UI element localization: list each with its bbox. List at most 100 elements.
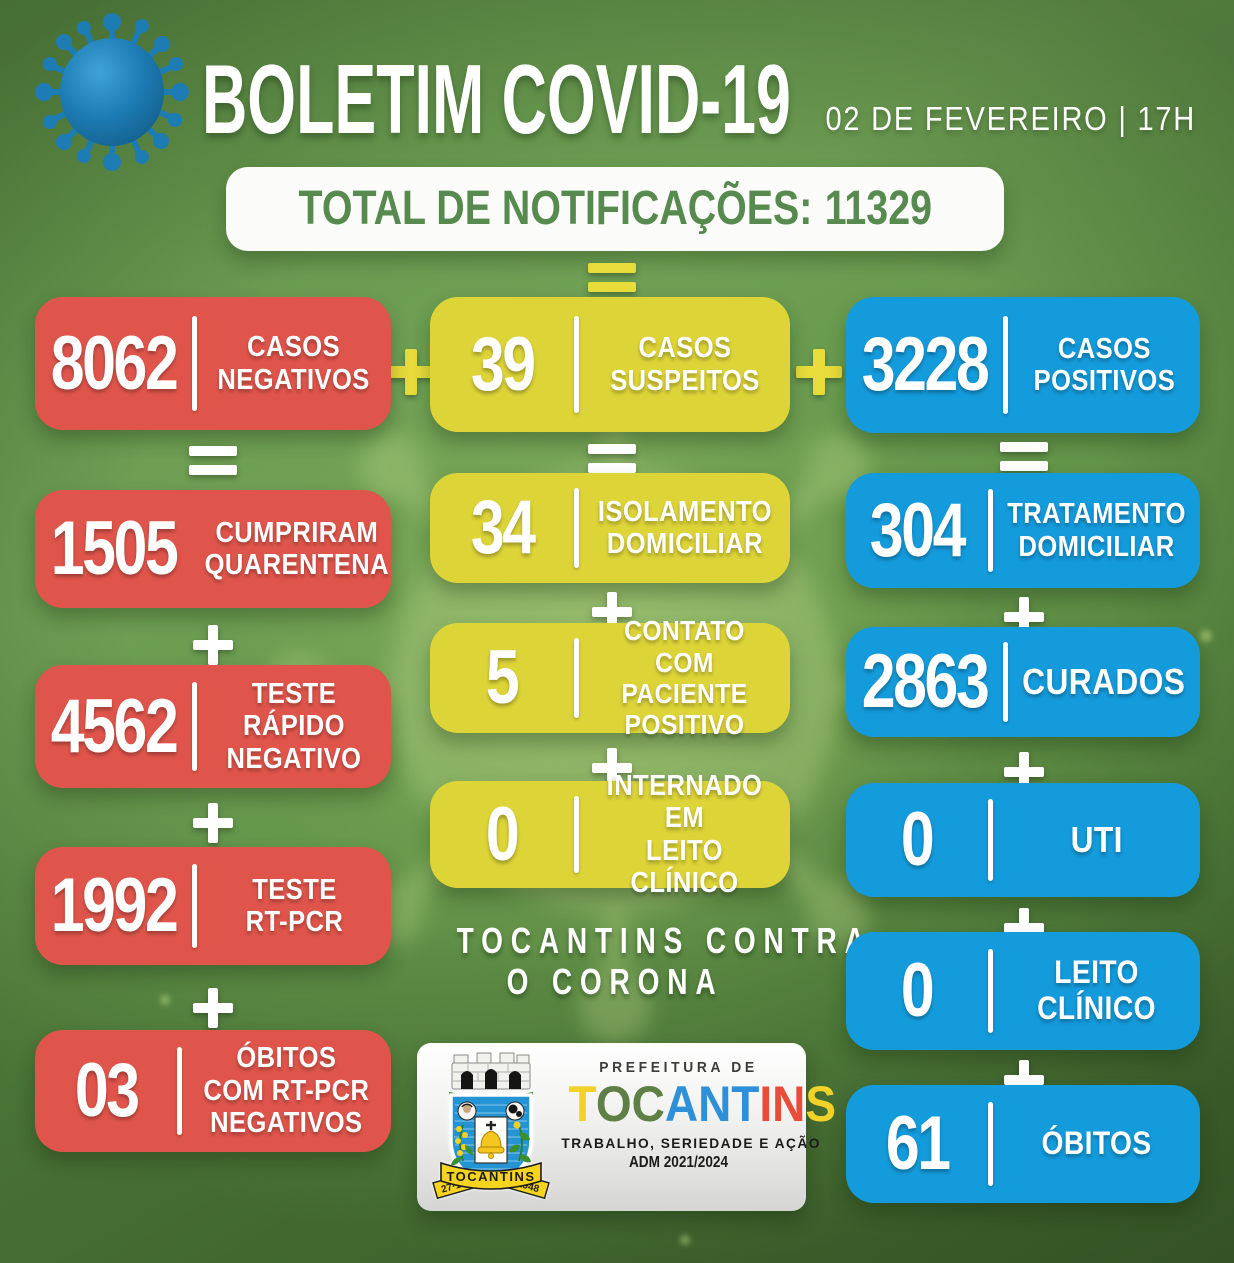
page-title: BOLETIM COVID-19 [202, 44, 791, 154]
city-wordmark: TOCANTINS [568, 1076, 837, 1132]
administration-period: ADM 2021/2024 [628, 1154, 729, 1171]
card-label: CASOS NEGATIVOS [217, 331, 371, 396]
equals-icon [588, 444, 636, 473]
plus-icon [388, 349, 434, 395]
divider [574, 488, 579, 568]
total-notifications-value: 11329 [824, 182, 932, 235]
divider [177, 1047, 183, 1135]
card-value: 304 [869, 487, 967, 573]
tagline: TRABALHO, SERIEDADE E AÇÃO [561, 1135, 821, 1151]
card-cumpriram-quarentena: 1505 CUMPRIRAM QUARENTENA [35, 490, 391, 608]
coat-of-arms-icon: 27·12 1948 [432, 1052, 550, 1200]
card-uti: 0 UTI [846, 783, 1200, 897]
card-label: TESTE RT-PCR [245, 873, 343, 938]
virus-icon [35, 13, 189, 171]
card-label: UTI [1070, 818, 1123, 860]
divider [574, 638, 579, 718]
card-internado-leito-clinico: 0 INTERNADO EM LEITO CLÍNICO [430, 770, 790, 899]
card-value: 39 [470, 321, 536, 407]
card-value: 61 [885, 1101, 950, 1186]
city-letter: A [664, 1076, 699, 1132]
card-value: 0 [486, 791, 520, 877]
card-value: 2863 [861, 639, 990, 724]
city-letter: O [595, 1076, 632, 1132]
card-tratamento-domiciliar: 304 TRATAMENTO DOMICILIAR [846, 473, 1200, 588]
card-value: 1505 [50, 506, 179, 591]
card-isolamento-domiciliar: 34 ISOLAMENTO DOMICILIAR [430, 473, 790, 583]
card-leito-clinico: 0 LEITO CLÍNICO [846, 932, 1200, 1050]
plus-icon [1004, 752, 1044, 792]
equals-icon [189, 446, 237, 475]
divider [192, 682, 198, 771]
card-contato-paciente-positivo: 5 CONTATO COM PACIENTE POSITIVO [430, 615, 790, 740]
city-letter: T [568, 1076, 596, 1132]
card-value: 03 [74, 1048, 140, 1133]
city-letter: N [698, 1076, 732, 1132]
slogan-line1: TOCANTINS CONTRA [456, 920, 873, 961]
city-letter: C [631, 1076, 665, 1132]
card-obitos-rt-pcr-negativos: 03 ÓBITOS COM RT-PCR NEGATIVOS [35, 1030, 391, 1152]
card-label: LEITO CLÍNICO [1036, 954, 1156, 1026]
slogan-line2: O CORONA [506, 961, 724, 1003]
plus-icon [592, 748, 632, 788]
divider [987, 948, 993, 1034]
city-letter: I [759, 1076, 773, 1132]
card-value: 0 [901, 797, 935, 882]
report-datetime: 02 DE FEVEREIRO | 17H [825, 100, 1196, 137]
total-notifications-banner: TOTAL DE NOTIFICAÇÕES: 11329 [226, 167, 1004, 251]
card-label: CURADOS [1022, 660, 1186, 702]
card-label: TESTE RÁPIDO NEGATIVO [226, 677, 362, 775]
plus-icon [796, 349, 842, 395]
equals-icon [588, 263, 636, 292]
plus-icon [1004, 1060, 1044, 1100]
card-value: 34 [470, 485, 536, 570]
card-label: ÓBITOS [1041, 1125, 1152, 1162]
plus-icon [193, 803, 233, 843]
card-label: CASOS SUSPEITOS [609, 332, 760, 397]
plus-icon [1004, 597, 1044, 637]
card-value: 8062 [50, 320, 179, 406]
card-value: 0 [901, 948, 935, 1033]
card-casos-negativos: 8062 CASOS NEGATIVOS [35, 297, 391, 430]
card-label: CONTATO COM PACIENTE POSITIVO [621, 615, 748, 741]
card-curados: 2863 CURADOS [846, 627, 1200, 737]
equals-icon [1000, 442, 1048, 471]
bokeh-dot [680, 1235, 690, 1245]
crest-banner-text: TOCANTINS [446, 1169, 535, 1184]
plus-icon [193, 988, 233, 1028]
card-casos-suspeitos: 39 CASOS SUSPEITOS [430, 297, 790, 432]
card-value: 5 [486, 635, 520, 720]
bokeh-dot [470, 95, 477, 102]
card-obitos: 61 ÓBITOS [846, 1085, 1200, 1203]
card-teste-rt-pcr: 1992 TESTE RT-PCR [35, 847, 391, 965]
divider [1003, 642, 1009, 722]
total-notifications-label: TOTAL DE NOTIFICAÇÕES: [298, 182, 813, 235]
plus-icon [592, 592, 632, 632]
card-value: 1992 [50, 863, 179, 948]
city-letter: S [805, 1076, 837, 1132]
prefeitura-label: PREFEITURA DE [599, 1059, 758, 1076]
divider [192, 863, 198, 949]
divider [987, 798, 993, 882]
divider [574, 315, 579, 414]
divider [192, 315, 198, 412]
card-label: CASOS POSITIVOS [1033, 332, 1175, 397]
city-letter: T [731, 1076, 760, 1132]
divider [987, 1101, 993, 1187]
card-label: ISOLAMENTO DOMICILIAR [597, 495, 772, 560]
bokeh-dot [1200, 630, 1212, 642]
prefeitura-logo-card: 27·12 1948 [417, 1043, 837, 1211]
card-label: ÓBITOS COM RT-PCR NEGATIVOS [203, 1042, 370, 1140]
plus-icon [193, 625, 233, 665]
card-value: 3228 [861, 322, 990, 407]
card-label: CUMPRIRAM QUARENTENA [204, 516, 390, 581]
card-label: INTERNADO EM LEITO CLÍNICO [606, 769, 763, 899]
bokeh-dot [160, 995, 170, 1005]
card-teste-rapido-negativo: 4562 TESTE RÁPIDO NEGATIVO [35, 665, 391, 788]
card-casos-positivos: 3228 CASOS POSITIVOS [846, 297, 1200, 433]
divider [987, 489, 993, 572]
card-value: 4562 [50, 683, 179, 769]
campaign-slogan: TOCANTINS CONTRA O CORONA [456, 920, 873, 1003]
city-letter: N [772, 1076, 806, 1132]
